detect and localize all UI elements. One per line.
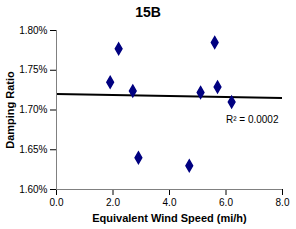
- svg-text:0.0: 0.0: [50, 197, 64, 208]
- svg-text:Damping Ratio: Damping Ratio: [4, 71, 16, 149]
- svg-text:R² = 0.0002: R² = 0.0002: [226, 114, 279, 125]
- svg-text:1.70%: 1.70%: [19, 104, 47, 115]
- svg-text:2.0: 2.0: [106, 197, 120, 208]
- svg-text:1.65%: 1.65%: [19, 144, 47, 155]
- svg-text:1.80%: 1.80%: [19, 25, 47, 36]
- svg-text:1.60%: 1.60%: [19, 184, 47, 195]
- svg-text:4.0: 4.0: [163, 197, 177, 208]
- svg-text:8.0: 8.0: [276, 197, 290, 208]
- svg-text:1.75%: 1.75%: [19, 64, 47, 75]
- svg-text:Equivalent Wind Speed (mi/h): Equivalent Wind Speed (mi/h): [92, 212, 247, 224]
- svg-text:6.0: 6.0: [219, 197, 233, 208]
- html-text:15B: 15B: [135, 4, 161, 20]
